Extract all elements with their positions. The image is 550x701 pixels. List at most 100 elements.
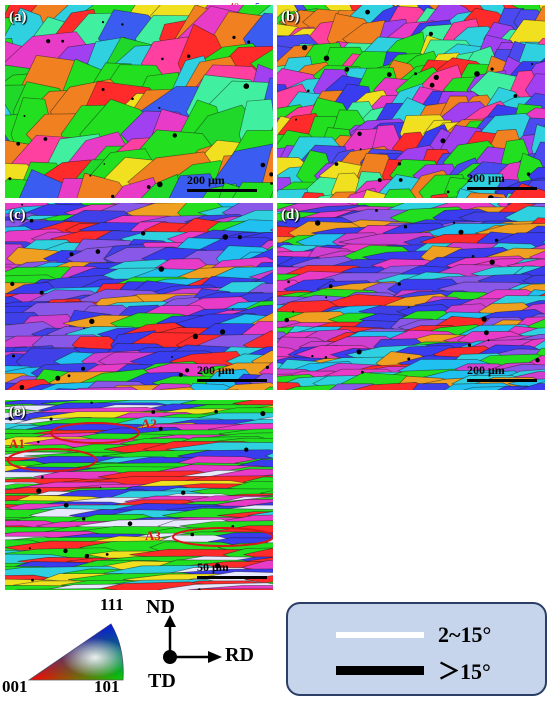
unindexed-spot [247, 40, 251, 44]
unindexed-spot [8, 177, 12, 181]
unindexed-spot [63, 502, 69, 508]
unindexed-spot [428, 31, 433, 36]
unindexed-spot [535, 358, 540, 363]
unindexed-spot [490, 67, 494, 71]
unindexed-spot [269, 172, 273, 177]
scale-bar-a: 200 μm [187, 173, 257, 192]
unindexed-spot [311, 355, 314, 358]
unindexed-spot [270, 182, 273, 185]
grain [193, 588, 273, 590]
grain [383, 188, 417, 198]
unindexed-spot [471, 255, 475, 258]
panel-label-c: (c) [9, 207, 26, 223]
grain [541, 240, 545, 244]
unindexed-spot [12, 354, 15, 358]
unindexed-spot [83, 327, 85, 330]
region-ellipses [7, 422, 273, 547]
scale-bar-e: 50 μm [197, 560, 267, 579]
unindexed-spot [232, 35, 236, 39]
unindexed-spot [99, 486, 102, 489]
unindexed-spot [81, 366, 86, 371]
unindexed-spot [29, 218, 34, 223]
unindexed-spot [398, 178, 403, 182]
unindexed-spot [187, 54, 191, 58]
unindexed-spot [433, 74, 439, 80]
unindexed-spot [121, 23, 124, 26]
unindexed-spot [446, 190, 450, 194]
unindexed-spot [429, 82, 435, 88]
ipf-triangle-key [27, 623, 124, 681]
unindexed-spot [89, 318, 95, 325]
scale-bar-c: 200 μm [197, 363, 267, 382]
unindexed-spot [237, 235, 242, 240]
unindexed-spot [407, 306, 410, 309]
scale-text-c: 200 μm [197, 363, 235, 377]
grain [269, 190, 273, 198]
unindexed-spot [334, 162, 339, 166]
legend-row-high: ＞15° [336, 654, 491, 686]
unindexed-spot [458, 229, 464, 235]
unindexed-spot [323, 55, 330, 62]
grain [264, 452, 273, 459]
unindexed-spot [325, 296, 328, 299]
td-dot [163, 650, 177, 664]
unindexed-spot [84, 553, 90, 559]
region-label-a1: A1 [9, 436, 25, 451]
unindexed-spot [89, 174, 92, 177]
ebsd-map-b: (b) 200 μm [277, 5, 545, 198]
unindexed-spot [440, 138, 446, 144]
unindexed-spot [397, 162, 402, 166]
unindexed-spot [185, 368, 190, 373]
unindexed-spot [232, 308, 234, 310]
unindexed-spot [28, 547, 31, 550]
unindexed-spot [467, 343, 472, 347]
rd-label: RD [225, 644, 254, 666]
grain [466, 192, 507, 198]
region-ellipse-a3 [172, 527, 273, 547]
unindexed-spot [397, 282, 401, 286]
scale-bar-b: 200 μm [467, 171, 537, 190]
legend-text-low: 2~15° [438, 622, 492, 647]
unindexed-spot [63, 548, 68, 554]
unindexed-spot [295, 118, 297, 121]
unindexed-spot [494, 238, 499, 242]
unindexed-spot [37, 440, 40, 444]
unindexed-spot [484, 330, 489, 336]
unindexed-spot [243, 83, 250, 89]
unindexed-spot [214, 409, 218, 414]
unindexed-spot [489, 259, 495, 265]
unindexed-spot [260, 162, 266, 168]
scale-bar-d: 200 μm [467, 363, 537, 382]
grain [188, 382, 239, 390]
ipf-label-101: 101 [94, 677, 120, 696]
unindexed-spot [171, 356, 174, 358]
unindexed-spot [190, 532, 195, 537]
unindexed-spot [220, 329, 226, 335]
nd-arrow-head [164, 615, 176, 627]
unindexed-spot [158, 426, 163, 431]
unindexed-spot [178, 372, 183, 377]
unindexed-spot [487, 339, 490, 342]
legend-row-low: 2~15° [336, 622, 491, 648]
unindexed-spot [141, 231, 146, 236]
grain [351, 382, 431, 390]
ebsd-map-c: (c) 200 μm [5, 203, 273, 390]
unindexed-spot [69, 252, 74, 257]
unindexed-spot [315, 220, 321, 226]
ebsd-map-e: (e) A1 A2 A3 50 μm [5, 400, 273, 590]
unindexed-spot [344, 67, 350, 72]
unindexed-spot [49, 417, 53, 421]
unindexed-spot [375, 209, 378, 212]
unindexed-spot [172, 133, 177, 138]
panel-label-d: (d) [281, 207, 300, 223]
unindexed-spot [127, 521, 133, 526]
unindexed-spot [82, 517, 86, 521]
grain-map-b [277, 5, 545, 198]
unindexed-spot [356, 349, 362, 355]
unindexed-spot [301, 44, 308, 51]
unindexed-spot [403, 225, 408, 229]
grain [429, 193, 449, 198]
unindexed-spot [307, 89, 310, 93]
unindexed-spot [407, 357, 411, 361]
unindexed-spot [377, 178, 382, 183]
